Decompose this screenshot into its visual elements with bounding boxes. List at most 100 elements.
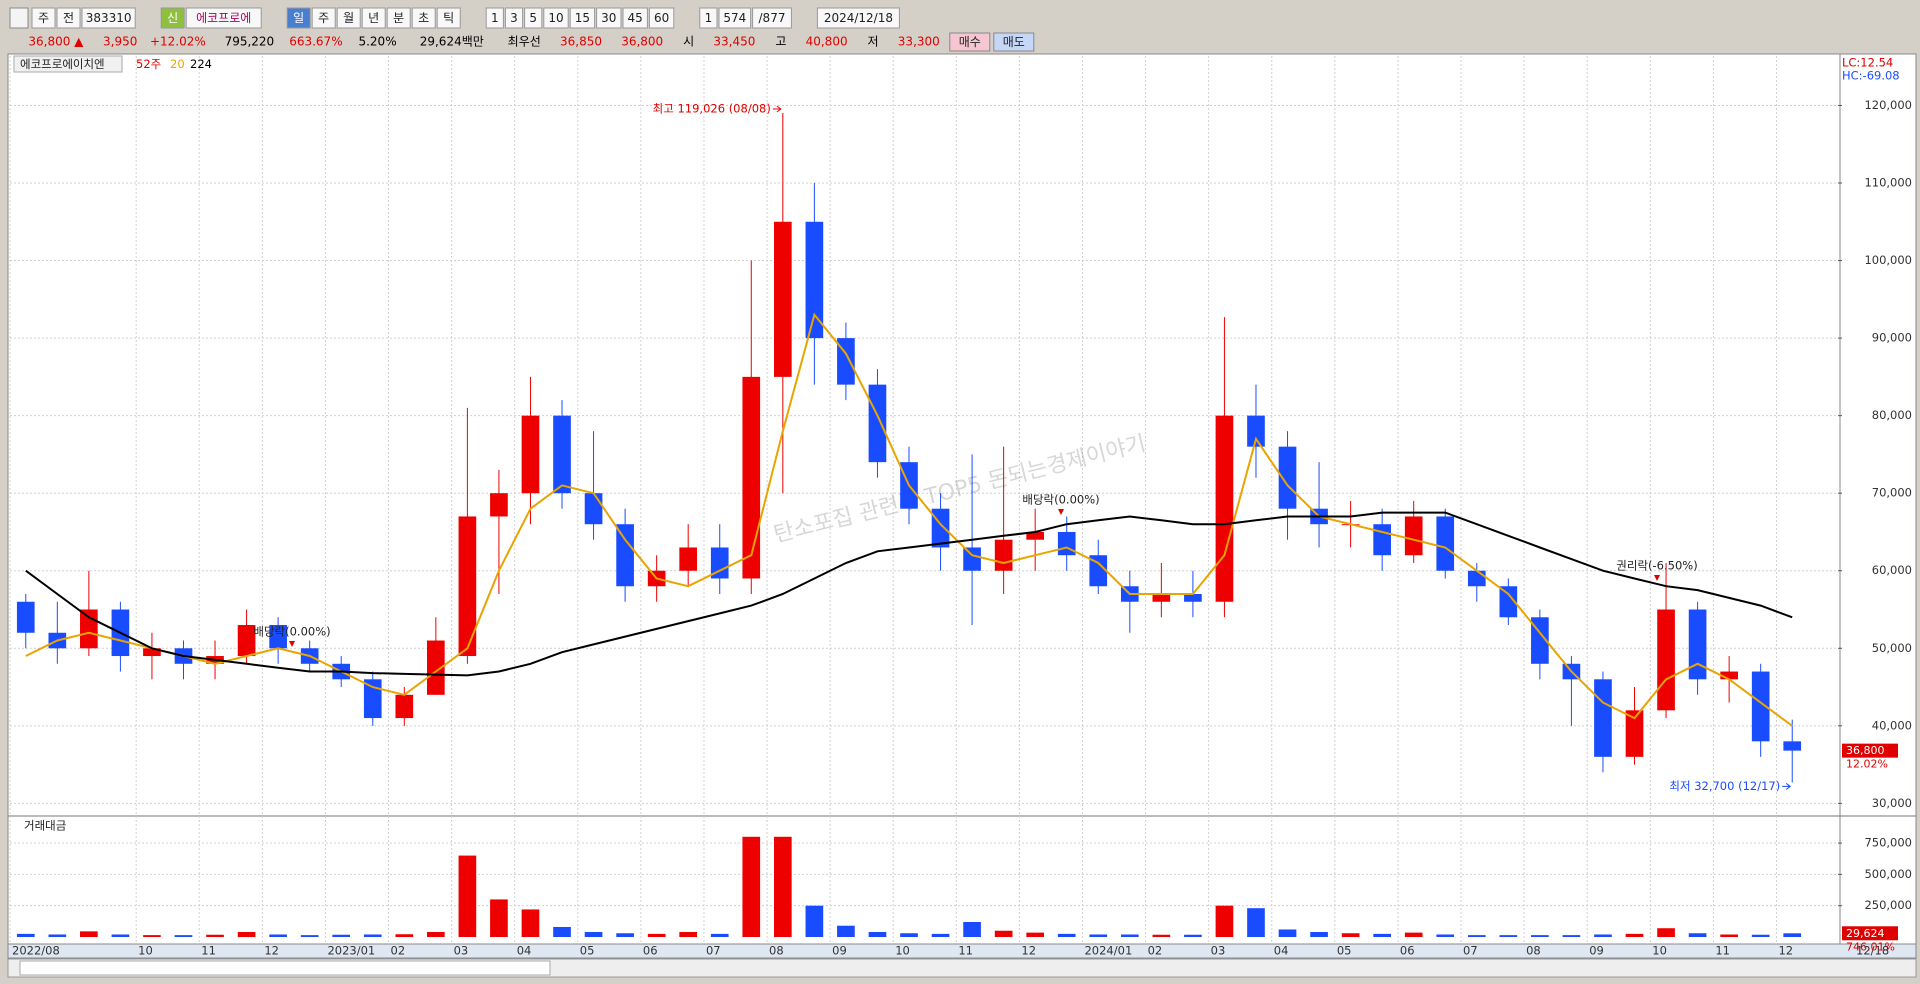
candle-body [1436, 516, 1455, 571]
volume-tag-label: 29,624 [1846, 927, 1885, 940]
volume-bar [1341, 933, 1360, 937]
quote-value: 663.67% [289, 35, 342, 49]
toolbar-label: 5 [529, 11, 537, 25]
candle-body [16, 601, 35, 633]
candle-body [1751, 671, 1770, 742]
candle-body [1499, 586, 1518, 618]
toolbar-button[interactable] [648, 7, 675, 29]
x-tick-label: 06 [643, 944, 658, 958]
toolbar-button[interactable] [699, 7, 718, 29]
candle-body [1184, 593, 1202, 602]
x-tick-label: 09 [1589, 944, 1604, 958]
volume-bar [237, 931, 256, 937]
y-tick-label: 90,000 [1872, 331, 1912, 345]
event-arrow [1058, 509, 1064, 515]
quote-value: 3,950 [103, 35, 137, 49]
event-label: 배당락(0.00%) [1022, 493, 1099, 507]
low-annotation: 최저 32,700 (12/17) [1669, 779, 1780, 793]
candle-body [584, 493, 603, 525]
toolbar-button[interactable] [485, 7, 504, 29]
toolbar-button[interactable] [411, 7, 436, 29]
volume-bar [679, 931, 698, 937]
toolbar-button[interactable] [81, 7, 136, 29]
buy-label: 매수 [959, 35, 981, 49]
candle-body [521, 415, 540, 494]
toolbar-label: 주 [38, 11, 49, 25]
toolbar-button[interactable] [543, 7, 569, 29]
event-label: 권리락(-6.50%) [1616, 559, 1697, 573]
toolbar-button[interactable] [596, 7, 622, 29]
toolbar-label: 3 [510, 11, 518, 25]
toolbar-label: 틱 [443, 11, 454, 25]
toolbar-label: 분 [393, 11, 404, 25]
y-tick-label: 70,000 [1872, 486, 1912, 500]
toolbar-label: 60 [654, 11, 669, 25]
candle-body [490, 493, 508, 517]
toolbar-button[interactable] [286, 7, 311, 29]
toolbar-button[interactable] [622, 7, 648, 29]
x-tick-label: 11 [201, 944, 216, 958]
toolbar-icon[interactable] [9, 7, 29, 29]
y-tick-label: 100,000 [1864, 253, 1912, 267]
toolbar-button[interactable] [569, 7, 596, 29]
volume-bar [1720, 934, 1738, 937]
toolbar-button[interactable] [752, 7, 792, 29]
toolbar-label: 1 [705, 11, 713, 25]
candle-body [427, 640, 445, 695]
candle-body [395, 694, 414, 719]
volume-bar [805, 905, 824, 937]
toolbar-button[interactable] [31, 7, 56, 29]
toolbar-label: 383310 [86, 11, 132, 25]
toolbar-button[interactable] [311, 7, 336, 29]
candle-body [1247, 415, 1265, 447]
x-tick-label: 02 [391, 944, 406, 958]
toolbar-label: 574 [723, 11, 746, 25]
toolbar-label: 신 [167, 11, 178, 25]
toolbar-button[interactable] [361, 7, 386, 29]
toolbar-button[interactable] [386, 7, 411, 29]
legend-name: 에코프로에이치엔 [20, 57, 105, 71]
toolbar-button[interactable] [56, 7, 81, 29]
volume-bar [269, 934, 287, 937]
buy-button[interactable] [949, 32, 991, 52]
volume-bar [80, 931, 98, 937]
x-tick-label: 11 [958, 944, 973, 958]
toolbar-button[interactable] [160, 7, 185, 29]
y-tick-label: 500,000 [1864, 867, 1912, 881]
legend-entry: 224 [190, 57, 212, 71]
toolbar-label: 초 [418, 11, 429, 25]
toolbar-button[interactable] [336, 7, 361, 29]
toolbar-button[interactable] [816, 7, 900, 29]
candle-body [237, 625, 256, 657]
volume-bar [1594, 934, 1612, 937]
scroll-thumb[interactable] [19, 960, 551, 976]
x-tick-label: 07 [706, 944, 721, 958]
volume-change-label: 746.01% [1846, 940, 1895, 953]
toolbar-button[interactable] [524, 7, 543, 29]
x-tick-label: 02 [1148, 944, 1163, 958]
candle-body [1625, 710, 1644, 757]
volume-bar [143, 935, 161, 937]
toolbar-button[interactable] [436, 7, 461, 29]
x-tick-label: 05 [580, 944, 595, 958]
x-tick-label: 03 [454, 944, 469, 958]
y-tick-label: 110,000 [1864, 176, 1912, 190]
candle-body [710, 547, 729, 579]
toolbar-label: 주 [318, 11, 329, 25]
volume-bar [742, 836, 761, 937]
volume-bar [1783, 933, 1802, 937]
volume-bar [1310, 931, 1328, 937]
candle-body [679, 547, 698, 571]
toolbar-button[interactable] [504, 7, 524, 29]
toolbar-button[interactable] [185, 7, 262, 29]
moving-average-line [25, 312, 1793, 727]
sell-button[interactable] [993, 32, 1035, 52]
volume-bar [710, 933, 729, 937]
event-label: 배당락(0.00%) [253, 625, 330, 639]
sell-label: 매도 [1003, 35, 1025, 49]
lc-label: LC:12.54 [1842, 56, 1893, 70]
volume-bar [458, 855, 477, 937]
toolbar-button[interactable] [718, 7, 752, 29]
quote-value: 33,300 [898, 35, 940, 49]
